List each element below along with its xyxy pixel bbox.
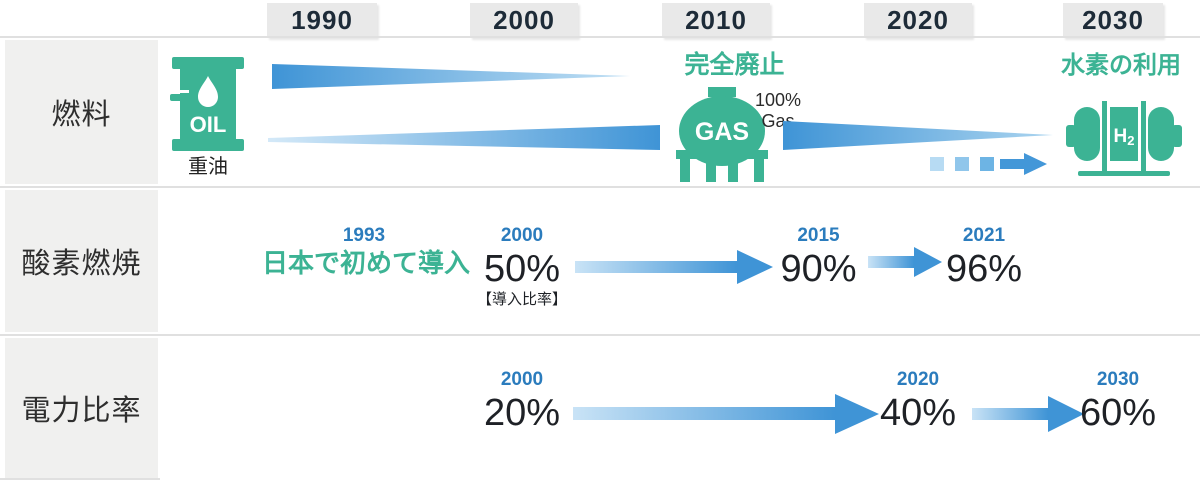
hydrogen-dashed-arrow (930, 153, 1047, 175)
year-label-2010: 2010 (662, 3, 770, 38)
oxy-milestone-2021-year: 2021 (962, 225, 1006, 246)
oxy-milestone-2000-caption: 【導入比率】 (476, 291, 567, 309)
oil-caption: 重油 (188, 156, 228, 178)
oil-decline-band (272, 64, 630, 89)
power-milestone-2020: 2020 40% (876, 369, 960, 434)
power-milestone-2030-year: 2030 (1096, 369, 1140, 390)
year-label-2020: 2020 (864, 3, 972, 38)
divider-bottom (0, 478, 160, 480)
oil-droplet-icon (198, 76, 218, 107)
hydrogen-tank-icon: H2 (1066, 101, 1182, 176)
year-label-2000: 2000 (470, 3, 578, 38)
divider-top (0, 36, 1200, 38)
oxy-intro-year: 1993 (342, 225, 386, 246)
hydrogen-annotation: 水素の利用 (1061, 52, 1181, 79)
power-milestone-2020-year: 2020 (896, 369, 940, 390)
gas-rise-band (268, 125, 660, 150)
power-milestone-2030: 2030 60% (1078, 369, 1158, 434)
year-label-2030: 2030 (1063, 3, 1163, 38)
power-milestone-2000: 2000 20% (470, 369, 574, 434)
oxy-arrow-2 (868, 247, 942, 277)
oxy-milestone-2000: 2000 50% 【導入比率】 (470, 225, 574, 310)
oxy-milestone-2015-value: 90% (780, 247, 857, 290)
power-milestone-2030-value: 60% (1079, 391, 1157, 434)
power-milestone-2000-year: 2000 (500, 369, 544, 390)
divider-row1-row2 (0, 186, 1200, 188)
gas-icon-label: GAS (695, 118, 749, 146)
gas-decline-band (783, 121, 1053, 150)
oxy-milestone-2021: 2021 96% (944, 225, 1024, 290)
row-label-power-ratio: 電力比率 (5, 338, 158, 478)
divider-row2-row3 (0, 334, 1200, 336)
oxy-arrow-1 (575, 250, 773, 284)
oxy-milestone-2015: 2015 90% (776, 225, 861, 290)
oxy-intro-text: 日本で初めて導入 (262, 247, 471, 278)
row-label-fuel: 燃料 (5, 40, 158, 184)
power-arrow-1 (573, 394, 879, 434)
power-milestone-2000-value: 20% (483, 391, 561, 434)
gas-tank-icon: GAS (676, 87, 768, 182)
gas-annotation: 完全廃止 (684, 51, 785, 79)
hydrogen-icon-label: H2 (1114, 126, 1135, 148)
oxy-milestone-2015-year: 2015 (797, 225, 840, 246)
row-label-oxygen-combustion: 酸素燃焼 (5, 190, 158, 332)
oxy-milestone-2000-value: 50% (483, 247, 561, 290)
oxy-milestone-2000-year: 2000 (500, 225, 544, 246)
power-arrow-2 (972, 396, 1084, 432)
oil-drum-icon: OIL (170, 57, 244, 151)
oxy-intro: 1993 日本で初めて導入 (262, 225, 471, 279)
year-label-1990: 1990 (267, 3, 377, 38)
oil-icon-label: OIL (190, 112, 227, 137)
gas-share-line1: 100% (754, 90, 802, 110)
oxy-milestone-2021-value: 96% (945, 247, 1023, 290)
power-milestone-2020-value: 40% (879, 391, 957, 434)
